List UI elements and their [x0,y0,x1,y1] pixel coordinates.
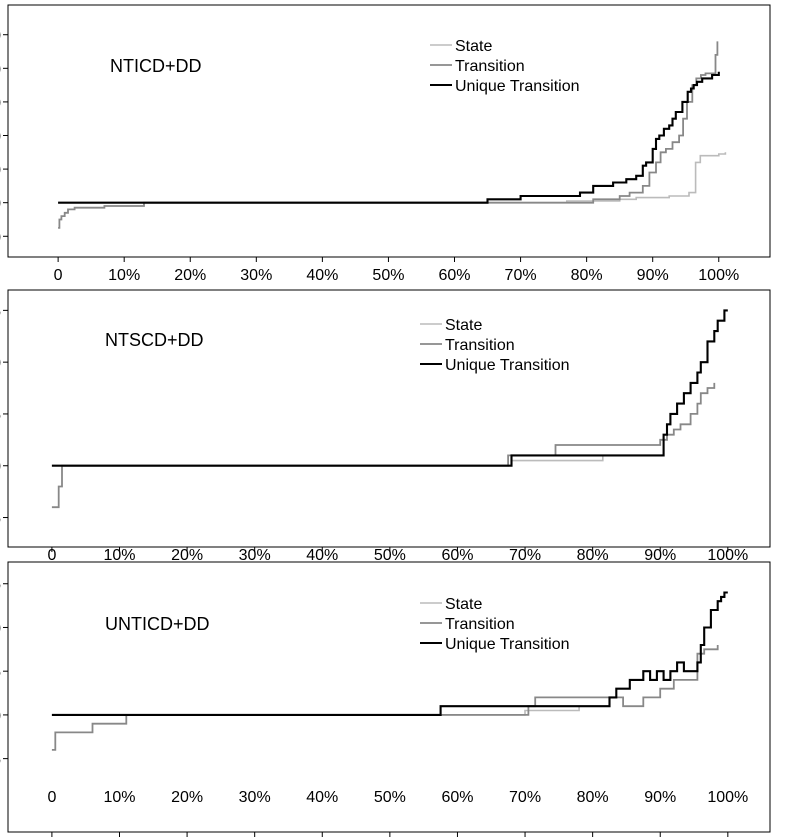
y-tick-label: 50 [0,28,1,45]
series-line-state [58,152,727,204]
panel-title: NTICD+DD [110,56,202,76]
y-tick-label: 0 [0,196,1,213]
x-tick-label: 90% [644,547,676,564]
x-tick-label: 0 [54,267,63,284]
x-tick-label: 90% [644,789,676,806]
x-tick-label: 50% [374,547,406,564]
y-tick-label: 5 [0,407,1,424]
chart-panel-3: -5 0 5 10 15 0 10% 20% 30% 40% 50% 60% 70% 80% 90% 100%… [0,561,771,837]
y-tick-label: 15 [0,303,1,320]
y-tick-label: 10 [0,162,1,179]
y-tick-label: 10 [0,620,1,637]
x-tick-label: 10% [108,267,140,284]
x-tick-label: 40% [306,789,338,806]
plot-frame [7,561,771,833]
x-tick-label: 30% [239,547,271,564]
y-tick-label: -10 [0,229,1,246]
legend-label: Unique Transition [445,636,570,653]
series-line-state [51,455,604,467]
legend-label: Transition [445,337,515,354]
plot-frame [7,289,771,548]
legend-label: Transition [455,58,525,75]
x-tick-label: 20% [171,789,203,806]
plot-frame [7,4,771,258]
series-line-transition [51,382,716,509]
y-tick-label: 40 [0,61,1,78]
x-tick-label: 50% [374,789,406,806]
x-tick-label: 80% [577,789,609,806]
series-line-unique-transition [58,71,720,204]
x-tick-label: 100% [707,547,748,564]
series-line-state [51,706,580,716]
x-tick-label: 0 [47,547,56,564]
x-tick-label: 70% [509,789,541,806]
x-tick-label: 10% [103,547,135,564]
y-tick-label: 0 [0,459,1,476]
series-line-transition [51,645,719,751]
x-tick-label: 20% [174,267,206,284]
panel-title: UNTICD+DD [105,614,210,634]
y-tick-label: 30 [0,95,1,112]
y-tick-label: 15 [0,577,1,594]
chart-panel-2: -5 0 5 10 15 0 10% 20% 30% 40% 50% 60% 70% 80% 90% 100%… [0,289,771,564]
x-tick-label: 90% [637,267,669,284]
x-tick-label: 30% [239,789,271,806]
y-tick-label: 5 [0,664,1,681]
legend-label: State [445,596,482,613]
x-tick-label: 80% [571,267,603,284]
x-tick-label: 40% [306,267,338,284]
x-tick-label: 60% [441,547,473,564]
legend-label: Unique Transition [445,357,570,374]
x-tick-label: 70% [505,267,537,284]
x-tick-label: 80% [577,547,609,564]
x-tick-label: 40% [306,547,338,564]
x-tick-label: 60% [441,789,473,806]
x-tick-label: 60% [438,267,470,284]
y-tick-label: 10 [0,355,1,372]
x-tick-label: 0 [47,789,56,806]
x-tick-label: 70% [509,547,541,564]
x-tick-label: 30% [240,267,272,284]
legend-label: State [455,38,492,55]
x-tick-label: 100% [698,267,739,284]
series-line-unique-transition [51,591,728,716]
legend-label: Transition [445,616,515,633]
y-tick-label: 0 [0,708,1,725]
series-line-unique-transition [51,309,728,467]
series-line-transition [58,41,719,229]
x-tick-label: 20% [171,547,203,564]
legend-label: Unique Transition [455,78,580,95]
panel-title: NTSCD+DD [105,330,204,350]
x-tick-label: 10% [103,789,135,806]
chart-panel-1: -10 0 10 20 30 40 50 0 10% 20% 30% 40% 50% 60% 70% 80% 9… [0,4,771,284]
x-tick-label: 50% [372,267,404,284]
y-tick-label: -5 [0,511,1,528]
legend-label: State [445,317,482,334]
x-tick-label: 100% [707,789,748,806]
y-tick-label: 20 [0,129,1,146]
y-tick-label: -5 [0,752,1,769]
